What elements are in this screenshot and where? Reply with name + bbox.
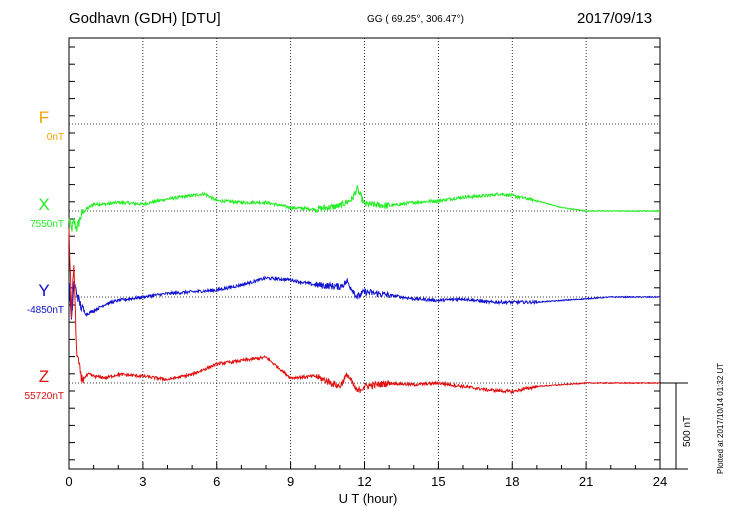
channel-label-f: F bbox=[14, 108, 74, 128]
plotted-timestamp: Plotted at 2017/10/14 01:32 UT bbox=[716, 362, 725, 474]
plot-date: 2017/09/13 bbox=[577, 10, 653, 27]
x-tick-label: 15 bbox=[431, 474, 445, 489]
channel-label-z: Z bbox=[14, 367, 74, 387]
station-title: Godhavn (GDH) [DTU] bbox=[69, 10, 221, 27]
station-coordinates: GG ( 69.25°, 306.47°) bbox=[367, 14, 464, 25]
series-line-x bbox=[68, 185, 661, 233]
channel-baseline-f: 0nT bbox=[46, 132, 64, 143]
x-tick-label: 3 bbox=[139, 474, 146, 489]
channel-name-x: X bbox=[38, 195, 50, 214]
x-tick-label: 0 bbox=[65, 474, 72, 489]
x-tick-label: 12 bbox=[357, 474, 371, 489]
channel-baseline-x: 7550nT bbox=[30, 219, 64, 230]
x-tick-label: 24 bbox=[653, 474, 667, 489]
series-line-y bbox=[68, 275, 661, 320]
channel-baseline-y: -4850nT bbox=[26, 305, 64, 316]
series-line-z bbox=[68, 228, 661, 395]
channel-label-x: X bbox=[14, 195, 74, 215]
x-axis-label: U T (hour) bbox=[338, 491, 398, 506]
channel-name-f: F bbox=[38, 108, 50, 127]
x-tick-label: 21 bbox=[579, 474, 593, 489]
channel-label-y: Y bbox=[14, 281, 74, 301]
x-tick-label: 6 bbox=[213, 474, 220, 489]
x-tick-label: 9 bbox=[287, 474, 294, 489]
channel-name-z: Z bbox=[38, 367, 50, 386]
x-tick-label: 18 bbox=[505, 474, 519, 489]
channel-baseline-z: 55720nT bbox=[24, 391, 64, 402]
scale-bar-label: 500 nT bbox=[682, 415, 693, 447]
channel-name-y: Y bbox=[38, 281, 50, 300]
